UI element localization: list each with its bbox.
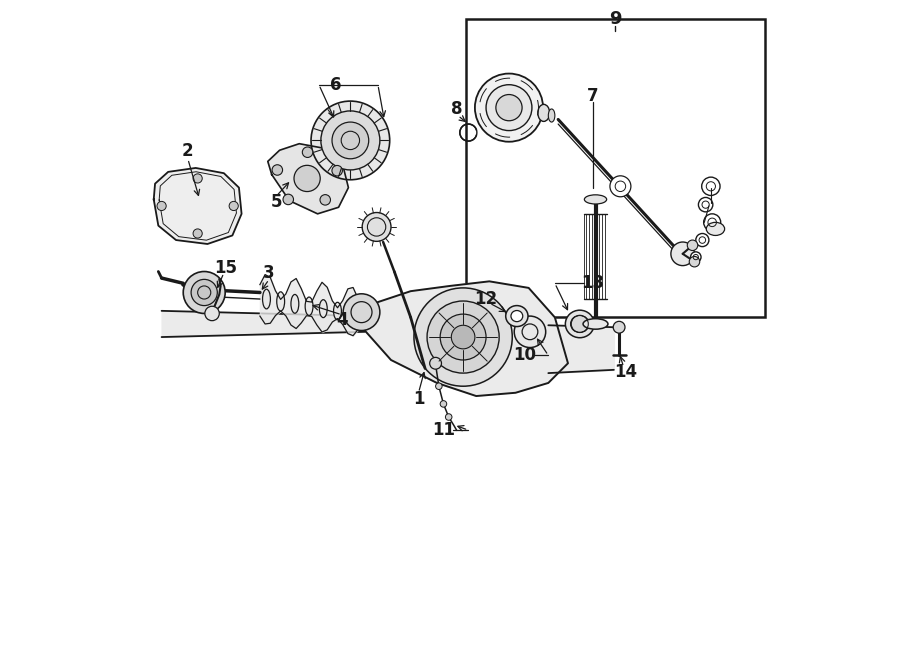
- Circle shape: [321, 111, 380, 170]
- Circle shape: [230, 202, 238, 211]
- Text: 4: 4: [336, 311, 347, 329]
- Circle shape: [702, 177, 720, 196]
- Circle shape: [704, 214, 721, 231]
- Circle shape: [294, 165, 320, 192]
- Circle shape: [194, 174, 202, 183]
- Text: 15: 15: [214, 258, 238, 276]
- Circle shape: [440, 401, 446, 407]
- Circle shape: [670, 242, 695, 266]
- Circle shape: [191, 280, 217, 305]
- Circle shape: [436, 383, 442, 389]
- Circle shape: [302, 147, 313, 157]
- Circle shape: [610, 176, 631, 197]
- Ellipse shape: [334, 302, 341, 320]
- Ellipse shape: [291, 294, 299, 313]
- Ellipse shape: [538, 104, 550, 122]
- Text: 13: 13: [581, 274, 605, 292]
- Circle shape: [320, 194, 330, 205]
- Text: 9: 9: [609, 10, 621, 28]
- Circle shape: [184, 272, 225, 313]
- Ellipse shape: [263, 290, 270, 309]
- Ellipse shape: [583, 319, 608, 329]
- Circle shape: [332, 165, 342, 176]
- Circle shape: [514, 316, 545, 348]
- Text: 10: 10: [513, 346, 536, 364]
- Ellipse shape: [706, 222, 724, 235]
- Circle shape: [613, 321, 625, 333]
- Text: 12: 12: [473, 290, 497, 308]
- Circle shape: [496, 95, 522, 121]
- Text: 6: 6: [329, 76, 341, 94]
- Bar: [466, 19, 765, 317]
- Circle shape: [205, 306, 220, 321]
- Circle shape: [698, 198, 713, 212]
- Polygon shape: [358, 282, 568, 396]
- Circle shape: [486, 85, 532, 131]
- Circle shape: [688, 240, 698, 251]
- Circle shape: [440, 314, 486, 360]
- Ellipse shape: [347, 305, 356, 322]
- Circle shape: [696, 233, 709, 247]
- Circle shape: [690, 252, 701, 262]
- Text: 8: 8: [451, 100, 463, 118]
- Circle shape: [689, 256, 699, 267]
- Ellipse shape: [511, 311, 523, 322]
- Polygon shape: [154, 168, 241, 244]
- Circle shape: [194, 229, 202, 238]
- Circle shape: [429, 358, 442, 369]
- Circle shape: [343, 293, 380, 330]
- Circle shape: [311, 101, 390, 180]
- Ellipse shape: [320, 299, 328, 317]
- Ellipse shape: [506, 305, 528, 327]
- Text: 5: 5: [271, 193, 282, 211]
- Circle shape: [272, 165, 283, 175]
- Circle shape: [157, 202, 166, 211]
- Circle shape: [414, 288, 512, 386]
- Circle shape: [428, 301, 500, 373]
- Ellipse shape: [565, 310, 594, 338]
- Text: 1: 1: [413, 390, 424, 408]
- Circle shape: [446, 414, 452, 420]
- Circle shape: [283, 194, 293, 205]
- Ellipse shape: [305, 297, 313, 315]
- Ellipse shape: [548, 109, 555, 122]
- Text: 2: 2: [182, 142, 194, 160]
- Ellipse shape: [571, 315, 589, 332]
- Ellipse shape: [276, 292, 284, 311]
- Text: 11: 11: [432, 421, 454, 439]
- Circle shape: [451, 325, 475, 349]
- Circle shape: [332, 122, 369, 159]
- Circle shape: [362, 213, 391, 241]
- Text: 14: 14: [614, 364, 637, 381]
- Polygon shape: [268, 143, 348, 214]
- Text: 3: 3: [264, 264, 274, 282]
- Text: 7: 7: [587, 87, 599, 105]
- Ellipse shape: [584, 195, 607, 204]
- Circle shape: [475, 73, 543, 141]
